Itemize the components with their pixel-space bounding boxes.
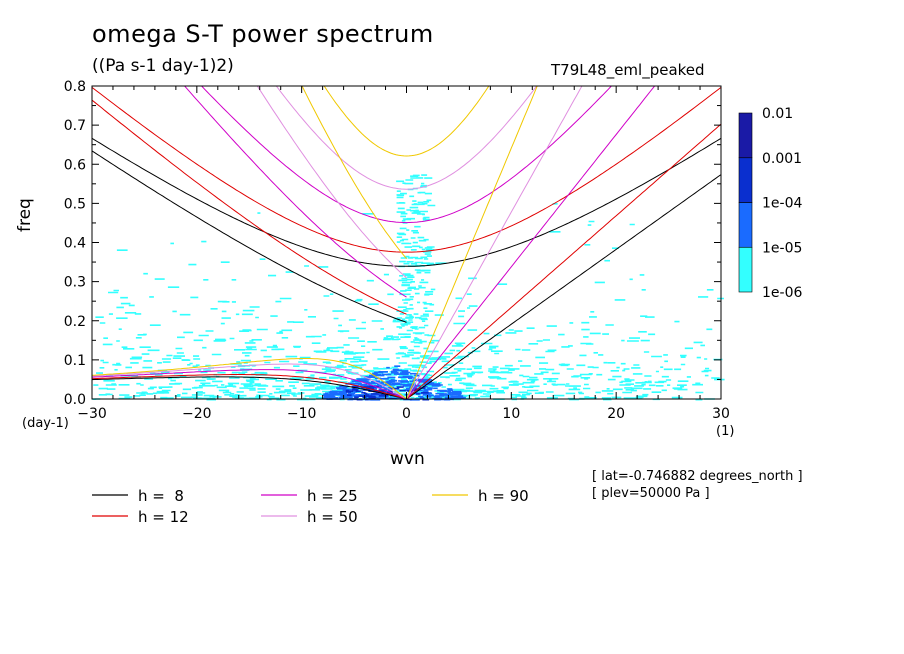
legend-label: h = 25 xyxy=(307,487,358,505)
x-tick-label: 20 xyxy=(607,406,625,422)
curve-group-h50 xyxy=(92,86,583,399)
curve-group-h90 xyxy=(92,86,538,399)
y-axis-unit: (day-1) xyxy=(22,416,69,431)
mrg-curve-h12 xyxy=(92,99,407,315)
mrg-curve-h50 xyxy=(256,86,407,279)
colorbar-swatch xyxy=(738,112,753,159)
colorbar-label: 1e-06 xyxy=(762,285,802,301)
x-tick-label: 10 xyxy=(502,406,520,422)
rossby-curve-h25 xyxy=(92,369,407,399)
inertia-gravity-curve-h12 xyxy=(92,87,721,253)
dispersion-curves xyxy=(92,86,721,399)
legend-label: h = 50 xyxy=(307,508,358,526)
rossby-curve-h90 xyxy=(92,358,407,399)
inertia-gravity-curve-h8 xyxy=(92,137,721,267)
kelvin-curve-h12 xyxy=(406,123,721,399)
chart-title: omega S-T power spectrum xyxy=(92,20,434,48)
plot-frame xyxy=(91,85,722,400)
mrg-curve-h25 xyxy=(183,86,407,298)
colorbar-label: 1e-04 xyxy=(762,196,802,212)
colorbar-label: 0.001 xyxy=(762,151,802,167)
latitude-info: [ lat=-0.746882 degrees_north ] xyxy=(592,469,803,484)
run-name: T79L48_eml_peaked xyxy=(551,61,705,79)
x-axis-label: wvn xyxy=(390,449,425,469)
rossby-curve-h8 xyxy=(92,376,407,399)
colorbar: 1e-06 1e-05 1e-04 0.001 0.01 xyxy=(738,106,802,301)
rossby-curve-h50 xyxy=(92,363,407,399)
power-level-1e-06 xyxy=(92,174,725,401)
curve-group-h25 xyxy=(92,86,656,399)
y-tick-label: 0.2 xyxy=(64,314,86,330)
y-tick-label: 0.0 xyxy=(64,392,86,408)
legend-label: h = 12 xyxy=(138,508,189,526)
colorbar-label: 1e-05 xyxy=(762,240,802,256)
colorbar-swatch xyxy=(738,157,753,203)
y-tick-label: 0.3 xyxy=(64,275,86,291)
power-field xyxy=(92,174,725,401)
inertia-gravity-curve-h50 xyxy=(275,86,538,190)
y-tick-label: 0.4 xyxy=(64,236,86,252)
curve-group-h8 xyxy=(92,137,721,399)
y-tick-label: 0.1 xyxy=(64,353,86,369)
y-tick-label: 0.7 xyxy=(64,118,86,134)
y-tick-label: 0.8 xyxy=(64,79,86,95)
mrg-curve-h90 xyxy=(301,86,407,260)
x-tick-label: −20 xyxy=(182,406,212,422)
legend-label: h = 8 xyxy=(138,487,184,505)
legend: h = 8 h = 12 h = 25 h = 50 h = 90 xyxy=(92,487,529,526)
inertia-gravity-curve-h25 xyxy=(200,86,613,224)
pressure-level-info: [ plev=50000 Pa ] xyxy=(592,486,710,501)
x-axis-unit: (1) xyxy=(716,424,735,439)
mrg-curve-h8 xyxy=(92,150,407,323)
y-axis: 0.0 0.1 0.2 0.3 0.4 0.5 0.6 0.7 0.8 xyxy=(64,79,721,408)
chart-units: ((Pa s-1 day-1)2) xyxy=(92,56,234,76)
x-axis: −30 −20 −10 0 10 20 30 xyxy=(77,86,730,422)
kelvin-curve-h25 xyxy=(406,86,656,399)
x-tick-label: −10 xyxy=(287,406,317,422)
colorbar-label: 0.01 xyxy=(762,106,793,122)
colorbar-swatch xyxy=(738,202,753,248)
kelvin-curve-h50 xyxy=(406,86,583,399)
y-tick-label: 0.5 xyxy=(64,196,86,212)
legend-label: h = 90 xyxy=(478,487,529,505)
inertia-gravity-curve-h90 xyxy=(323,86,490,157)
kelvin-curve-h8 xyxy=(406,174,721,399)
x-tick-label: 0 xyxy=(402,406,411,422)
curve-group-h12 xyxy=(92,87,721,399)
y-tick-label: 0.6 xyxy=(64,157,86,173)
x-tick-label: −30 xyxy=(77,406,107,422)
rossby-curve-h12 xyxy=(92,374,407,399)
colorbar-swatch xyxy=(738,246,753,293)
kelvin-curve-h90 xyxy=(406,86,538,399)
x-tick-label: 30 xyxy=(712,406,730,422)
